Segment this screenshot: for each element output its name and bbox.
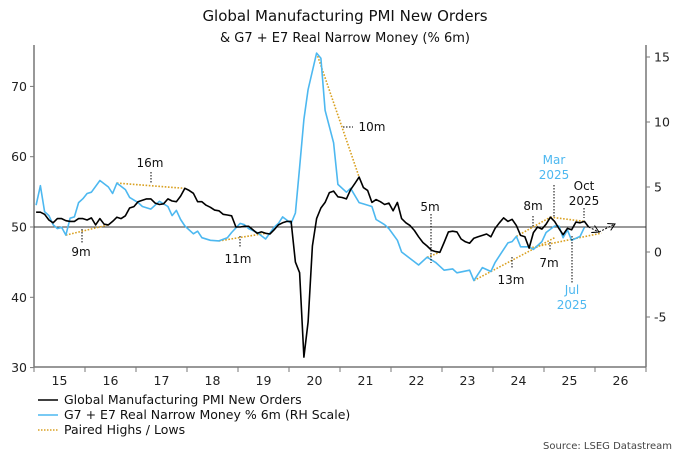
right-tick-label: -5 bbox=[654, 310, 666, 325]
date-annotation-label: Jul bbox=[564, 283, 579, 297]
date-annotation-label: Mar bbox=[543, 153, 566, 167]
paired-line-9m bbox=[65, 224, 109, 236]
x-tick-label: 25 bbox=[562, 373, 578, 388]
x-tick-label: 22 bbox=[409, 373, 425, 388]
left-tick-label: 30 bbox=[11, 360, 27, 375]
x-tick-label: 26 bbox=[613, 373, 629, 388]
series-line-money bbox=[35, 52, 586, 282]
date-annotation-label: 2025 bbox=[539, 168, 570, 182]
left-tick-label: 70 bbox=[11, 79, 27, 94]
x-tick-label: 24 bbox=[511, 373, 527, 388]
x-tick-label: 15 bbox=[52, 373, 68, 388]
paired-line-5m bbox=[426, 251, 441, 258]
paired-lines bbox=[65, 52, 602, 282]
date-annotation-label: 2025 bbox=[569, 194, 600, 208]
forward-arrow-down bbox=[588, 227, 599, 232]
paired-line-7m bbox=[528, 232, 602, 249]
right-tick-label: 5 bbox=[654, 180, 662, 195]
x-tick-label: 18 bbox=[205, 373, 221, 388]
x-tick-label: 19 bbox=[256, 373, 272, 388]
left-tick-label: 50 bbox=[11, 220, 27, 235]
left-tick-label: 60 bbox=[11, 149, 27, 164]
paired-line bbox=[550, 216, 585, 223]
right-tick-label: 10 bbox=[654, 115, 670, 130]
x-tick-label: 17 bbox=[154, 373, 170, 388]
legend-label-paired: Paired Highs / Lows bbox=[64, 422, 185, 437]
legend-label-pmi: Global Manufacturing PMI New Orders bbox=[64, 392, 302, 407]
chart-title: Global Manufacturing PMI New Orders bbox=[202, 7, 487, 25]
source-note: Source: LSEG Datastream bbox=[543, 441, 672, 452]
x-tick-label: 16 bbox=[103, 373, 119, 388]
x-tick-label: 20 bbox=[307, 373, 323, 388]
right-tick-label: 0 bbox=[654, 245, 662, 260]
paired-line-10m bbox=[315, 52, 360, 178]
annotations: 9m16m11m10m5m13m8m7mMar2025Oct2025Jul202… bbox=[71, 120, 615, 312]
legend: Global Manufacturing PMI New Orders G7 +… bbox=[38, 392, 350, 437]
lag-label-5m: 5m bbox=[420, 200, 439, 214]
paired-line-11m bbox=[218, 232, 266, 242]
lag-label-7m: 7m bbox=[539, 256, 558, 270]
series-line-pmi bbox=[36, 176, 590, 358]
right-tick-label: 15 bbox=[654, 50, 670, 65]
series-lines bbox=[35, 52, 590, 358]
axes: 30 40 50 60 70 -5 0 5 10 15 15 16 17 18 19 20 21 22 23 24 25… bbox=[11, 45, 670, 388]
date-annotation-label: Oct bbox=[574, 179, 595, 193]
left-tick-label: 40 bbox=[11, 290, 27, 305]
lag-label-8m: 8m bbox=[523, 199, 542, 213]
paired-line-16m bbox=[116, 182, 185, 190]
lag-label-13m: 13m bbox=[498, 273, 525, 287]
date-annotation-label: 2025 bbox=[557, 298, 588, 312]
x-tick-label: 21 bbox=[358, 373, 374, 388]
x-tick-label: 23 bbox=[460, 373, 476, 388]
paired-line-13m bbox=[473, 236, 556, 282]
lag-label-9m: 9m bbox=[71, 245, 90, 259]
lag-label-11m: 11m bbox=[225, 252, 252, 266]
lag-label-10m: 10m bbox=[359, 120, 386, 134]
paired-line-8m bbox=[515, 216, 551, 238]
lag-label-16m: 16m bbox=[137, 156, 164, 170]
forward-arrow-up bbox=[598, 224, 615, 233]
chart-subtitle: & G7 + E7 Real Narrow Money (% 6m) bbox=[220, 31, 470, 46]
legend-label-money: G7 + E7 Real Narrow Money % 6m (RH Scale… bbox=[64, 407, 350, 422]
